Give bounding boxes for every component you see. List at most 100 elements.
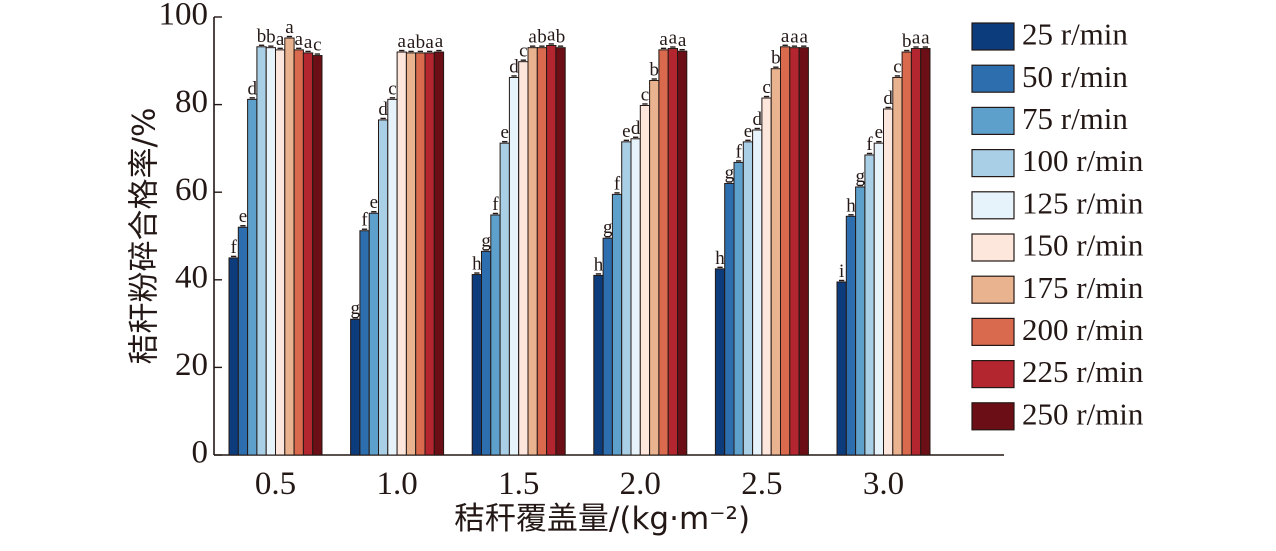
bar (359, 230, 370, 456)
y-tick-label: 40 (175, 259, 208, 295)
bar (901, 51, 912, 456)
significance-letter: c (762, 77, 770, 98)
y-tick-label: 100 (159, 0, 209, 33)
significance-letter: a (921, 28, 930, 49)
significance-letter: d (753, 109, 763, 130)
bar (714, 268, 726, 456)
bar (546, 44, 557, 456)
legend-swatch (971, 191, 1015, 220)
significance-letter: h (715, 248, 725, 269)
significance-letter: d (378, 99, 388, 120)
legend-label: 75 r/min (1022, 101, 1128, 136)
x-tick-label: 3.0 (863, 466, 904, 502)
y-tick-label: 60 (175, 172, 208, 208)
bar (724, 182, 735, 456)
bar (649, 80, 660, 456)
bar (883, 108, 894, 456)
bar (536, 47, 548, 456)
significance-letter: b (771, 48, 781, 69)
bar (761, 97, 772, 456)
significance-letter: a (276, 29, 285, 50)
bar (424, 52, 435, 456)
significance-letter: a (790, 27, 799, 48)
significance-letter: b (416, 32, 426, 53)
bars (228, 35, 931, 456)
bar (658, 49, 669, 456)
significance-letter: a (295, 29, 304, 50)
bar (555, 47, 566, 456)
bar (312, 55, 323, 456)
significance-letter: a (435, 31, 444, 52)
bar (228, 257, 239, 456)
significance-letter: c (519, 41, 527, 62)
legend-swatch (971, 317, 1015, 346)
legend-swatch (971, 402, 1015, 431)
significance-letter: b (556, 27, 566, 48)
significance-letter: c (388, 78, 396, 99)
significance-letter: a (659, 29, 668, 50)
bar (630, 138, 641, 456)
bar (490, 214, 501, 456)
significance-letter: a (547, 24, 556, 45)
legend-label: 25 r/min (1022, 17, 1128, 52)
y-tick-label: 80 (175, 84, 208, 120)
legend-label: 250 r/min (1022, 396, 1144, 431)
x-tick-label: 2.0 (620, 466, 661, 502)
x-axis: 0.5 1.0 1.5 2.0 2.5 3.0 (255, 466, 904, 502)
legend-swatch (971, 233, 1015, 262)
legend-swatch (971, 22, 1015, 51)
bar (611, 193, 623, 456)
significance-letter: b (266, 27, 276, 48)
significance-letter: e (622, 121, 630, 142)
bar (405, 52, 417, 456)
significance-letter: g (856, 166, 866, 187)
bar (798, 47, 809, 456)
bar (677, 50, 688, 456)
significance-letter: b (650, 60, 660, 81)
significance-letter: f (614, 173, 621, 194)
significance-letter: d (248, 78, 258, 99)
bar (378, 119, 389, 456)
significance-letter: a (669, 28, 678, 49)
bar (284, 37, 295, 456)
significance-letter: d (883, 88, 893, 109)
significance-letter: g (351, 298, 361, 319)
bar (910, 48, 922, 456)
significance-letter: g (603, 217, 613, 238)
bar (256, 46, 267, 456)
bar (368, 212, 380, 456)
x-tick-label: 0.5 (255, 466, 296, 502)
significance-letter: b (537, 27, 547, 48)
significance-letter: e (744, 121, 752, 142)
legend-label: 100 r/min (1022, 143, 1144, 178)
bar (527, 47, 538, 456)
significance-letter: e (501, 122, 509, 143)
legend-swatch (971, 275, 1015, 304)
bar (350, 318, 361, 456)
x-tick-label: 1.5 (498, 466, 539, 502)
bar (845, 215, 857, 456)
bar (396, 51, 407, 456)
significance-letter: c (893, 56, 901, 77)
legend: 25 r/min 50 r/min 75 r/min 100 r/min 125 r/m… (971, 17, 1144, 431)
significance-letter: f (230, 237, 237, 258)
bar (415, 52, 426, 456)
significance-letter: a (304, 32, 313, 53)
bar (275, 49, 286, 456)
significance-letter: a (407, 32, 416, 53)
y-axis-title: 秸秆粉碎合格率/% (127, 108, 163, 365)
bar (471, 274, 483, 456)
bar (293, 49, 304, 456)
significance-letter: f (735, 141, 742, 162)
bar (752, 129, 763, 456)
x-tick-label: 2.5 (741, 466, 782, 502)
legend-label: 150 r/min (1022, 228, 1144, 263)
bar (265, 47, 277, 456)
significance-letter: g (481, 230, 491, 251)
bar (433, 51, 445, 456)
y-tick-label: 20 (175, 347, 208, 383)
legend-label: 175 r/min (1022, 270, 1144, 305)
significance-letter: i (839, 261, 844, 282)
